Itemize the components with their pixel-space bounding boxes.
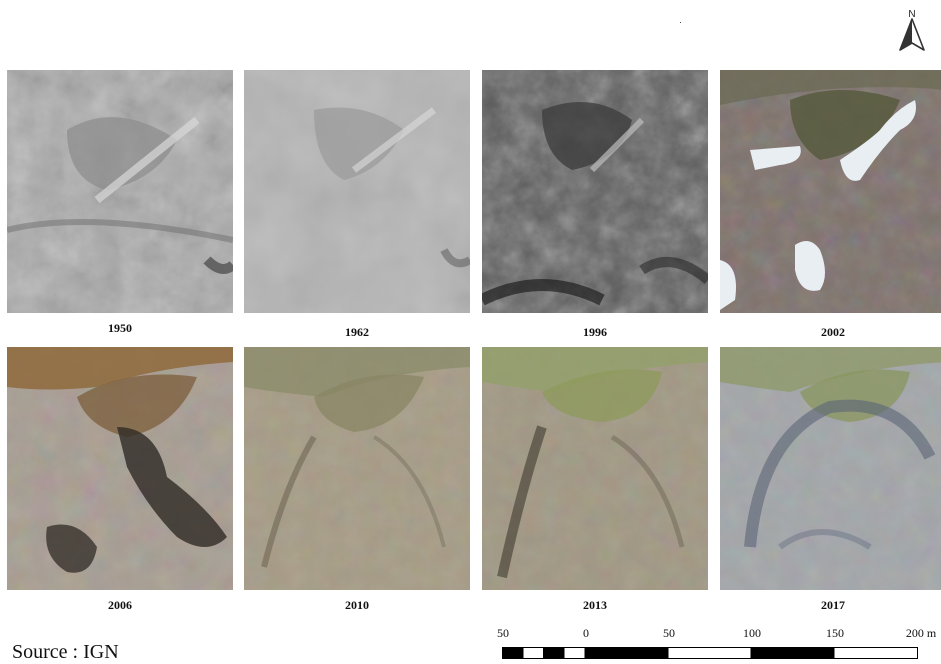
- scale-segment: [543, 647, 565, 659]
- aerial-photo-2002: [720, 70, 941, 313]
- stray-mark: [680, 22, 681, 23]
- aerial-photo-2010: [244, 347, 470, 590]
- source-credit: Source : IGN: [12, 641, 119, 663]
- aerial-photo-2013: [482, 347, 708, 590]
- scale-segment: [522, 647, 544, 659]
- north-arrow-icon: N: [899, 9, 925, 51]
- scale-label: 0: [583, 626, 589, 640]
- scale-label: 200 m: [905, 626, 937, 640]
- scale-segment: [667, 647, 752, 659]
- scale-segment: [502, 647, 524, 659]
- year-label: 1996: [583, 325, 607, 339]
- year-label: 2010: [345, 598, 369, 612]
- aerial-photo-1996: [482, 70, 708, 313]
- year-label: 1962: [345, 325, 369, 339]
- scale-label: 100: [743, 626, 761, 640]
- year-label: 1950: [108, 321, 132, 335]
- aerial-photo-2006: [7, 347, 233, 590]
- scale-label: 50: [663, 626, 675, 640]
- year-label: 2017: [821, 598, 845, 612]
- scale-segment: [584, 647, 669, 659]
- scale-label: 50: [497, 626, 509, 640]
- scale-segment: [750, 647, 835, 659]
- north-label: N: [908, 9, 915, 20]
- scale-label: 150: [826, 626, 844, 640]
- aerial-photo-2017: [720, 347, 941, 590]
- year-label: 2013: [583, 598, 607, 612]
- scale-segment: [833, 647, 918, 659]
- scale-bar: [502, 647, 918, 659]
- scale-segment: [563, 647, 586, 659]
- aerial-photo-1950: [7, 70, 233, 313]
- year-label: 2002: [821, 325, 845, 339]
- year-label: 2006: [108, 598, 132, 612]
- aerial-photo-1962: [244, 70, 470, 313]
